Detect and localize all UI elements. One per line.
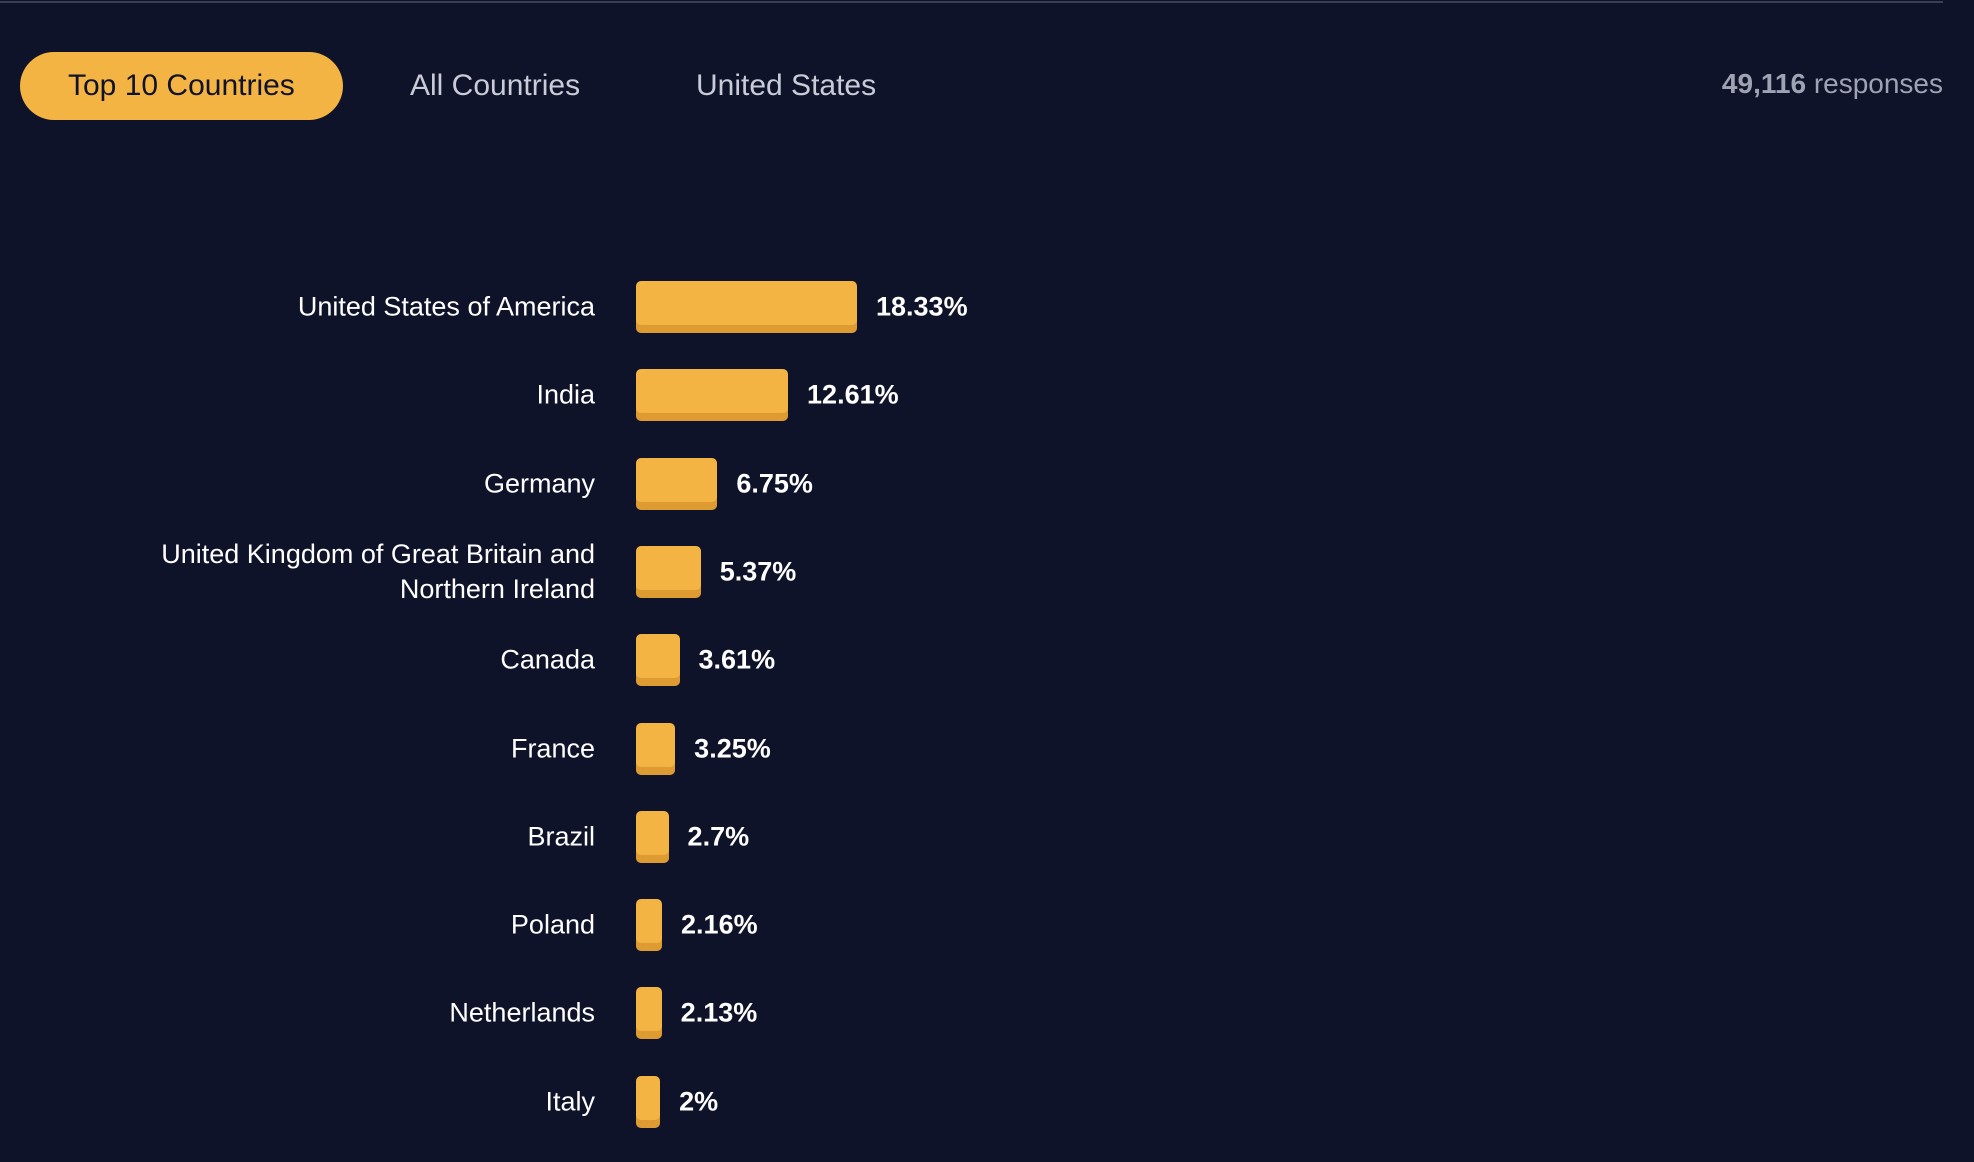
category-label: Germany	[483, 468, 595, 499]
response-count: 49,116 responses	[1722, 68, 1943, 100]
bar	[636, 899, 663, 952]
value-label: 2.7%	[687, 821, 750, 852]
value-label: 2.16%	[681, 909, 758, 940]
category-label: India	[536, 379, 595, 410]
bar	[636, 987, 662, 1040]
value-label: 6.75%	[736, 468, 813, 499]
bar	[636, 1075, 661, 1128]
category-label: Poland	[510, 909, 595, 940]
bar	[636, 281, 857, 333]
count-label: responses	[1813, 68, 1943, 99]
tab[interactable]: Top 10 Countries	[20, 52, 343, 120]
bar	[636, 722, 676, 775]
bar	[636, 369, 789, 422]
value-label: 12.61%	[807, 379, 899, 410]
value-label: 2%	[679, 1086, 719, 1117]
category-label: United Kingdom of Great Britain and Nort…	[161, 538, 595, 604]
value-label: 3.25%	[694, 733, 771, 763]
category-label: France	[510, 733, 595, 763]
tab[interactable]: All Countries	[410, 69, 581, 102]
value-label: 3.61%	[698, 644, 776, 675]
value-label: 2.13%	[680, 997, 758, 1028]
tab[interactable]: United States	[696, 69, 877, 102]
bar	[636, 810, 669, 863]
bar	[636, 457, 718, 510]
category-label: Brazil	[527, 821, 595, 852]
divider	[0, 1, 1943, 3]
bar	[636, 545, 701, 598]
category-label: Netherlands	[449, 997, 595, 1028]
category-label: Canada	[500, 644, 595, 675]
value-label: 18.33%	[876, 291, 968, 322]
value-label: 5.37%	[719, 556, 797, 587]
category-label: United States of America	[297, 291, 595, 322]
count: 49,116	[1721, 68, 1807, 99]
bar	[636, 634, 680, 687]
category-label: Italy	[545, 1086, 595, 1117]
